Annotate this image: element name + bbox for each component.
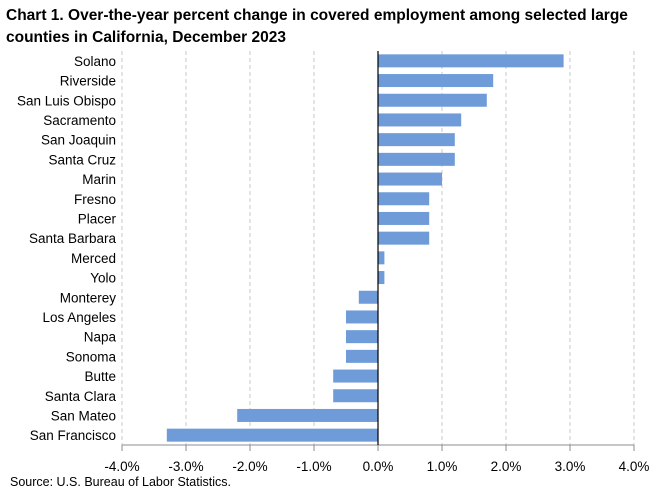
- x-tick-label: -1.0%: [296, 459, 331, 474]
- axis-layer: [121, 51, 635, 451]
- category-label: Butte: [84, 369, 116, 384]
- category-label: Fresno: [74, 192, 116, 207]
- category-label: San Francisco: [30, 428, 116, 443]
- category-label-layer: Solano Riverside San Luis Obispo Sacramento…: [17, 54, 117, 443]
- x-tick-label: -3.0%: [168, 459, 203, 474]
- bar-riverside: [378, 74, 494, 88]
- category-label: Merced: [71, 251, 116, 266]
- x-tick-label: 2.0%: [491, 459, 522, 474]
- category-label: Santa Barbara: [29, 231, 117, 246]
- bar-placer: [378, 211, 430, 225]
- x-tick-label: 0.0%: [363, 459, 394, 474]
- bar-san-joaquin: [378, 133, 455, 147]
- bar-san-luis-obispo: [378, 93, 487, 107]
- category-label: Santa Clara: [45, 389, 117, 404]
- category-label: San Mateo: [51, 408, 116, 423]
- category-label: Sacramento: [43, 113, 116, 128]
- bar-san-francisco: [166, 428, 378, 442]
- bar-butte: [333, 369, 378, 383]
- category-label: Placer: [78, 211, 117, 226]
- category-label: San Joaquin: [41, 133, 116, 148]
- x-tick-label: -2.0%: [232, 459, 267, 474]
- x-tick-label: -4.0%: [104, 459, 139, 474]
- bar-marin: [378, 172, 442, 186]
- bar-monterey: [358, 290, 378, 304]
- category-label: Sonoma: [66, 349, 117, 364]
- tick-label-layer: -4.0% -3.0% -2.0% -1.0% 0.0% 1.0% 2.0% 3.0% 4.0%: [104, 459, 649, 474]
- chart-source: Source: U.S. Bureau of Labor Statistics.: [10, 475, 231, 489]
- category-label: Santa Cruz: [48, 152, 116, 167]
- x-tick-label: 1.0%: [427, 459, 458, 474]
- bar-yolo: [378, 271, 385, 285]
- category-label: Solano: [74, 54, 116, 69]
- chart-title: Chart 1. Over-the-year percent change in…: [6, 7, 628, 46]
- bar-santa-barbara: [378, 231, 430, 245]
- category-label: Marin: [82, 172, 116, 187]
- bar-layer: [166, 54, 564, 442]
- x-tick-label: 3.0%: [555, 459, 586, 474]
- bar-napa: [346, 330, 378, 344]
- category-label: Napa: [84, 330, 117, 345]
- bar-fresno: [378, 192, 430, 206]
- bar-sacramento: [378, 113, 462, 127]
- bar-sonoma: [346, 349, 378, 363]
- category-label: Riverside: [60, 74, 116, 89]
- bar-san-mateo: [237, 408, 378, 422]
- category-label: Monterey: [60, 290, 117, 305]
- bar-santa-clara: [333, 389, 378, 403]
- bar-solano: [378, 54, 564, 68]
- bar-merced: [378, 251, 385, 265]
- bar-santa-cruz: [378, 152, 455, 166]
- bar-los-angeles: [346, 310, 378, 324]
- category-label: Yolo: [90, 271, 116, 286]
- category-label: San Luis Obispo: [17, 93, 116, 108]
- x-tick-label: 4.0%: [619, 459, 650, 474]
- category-label: Los Angeles: [42, 310, 116, 325]
